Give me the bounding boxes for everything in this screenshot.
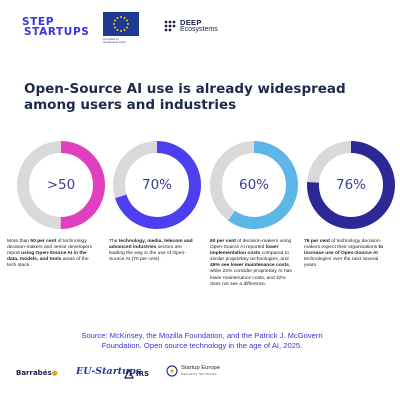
donut-3-label: 60% <box>238 177 269 193</box>
donut-chart-1: >50 <box>16 140 106 230</box>
donut-4-arc <box>307 141 395 229</box>
description-2-run-3: sectors are leading the way in the use o… <box>109 245 186 263</box>
description-4-run-4: technologies over the next several years… <box>304 257 379 269</box>
donut-chart-4: 76% <box>306 140 396 230</box>
deep-logo-line2: Ecosystems <box>180 26 218 33</box>
description-1-run-5: areas of the tech stack. <box>7 257 89 269</box>
step-startups-logo-line1: STEP <box>22 16 54 28</box>
startup-europe-line1: Startup Europe <box>181 365 220 371</box>
donut-3-svg <box>210 141 298 229</box>
description-1-run-3: of technology decision-makers and senior… <box>7 239 93 257</box>
description-3-run-4: compared to similar proprietary technolo… <box>210 251 289 263</box>
description-3-run-5: 46% see lower maintenance costs <box>210 263 289 269</box>
description-3-run-3: lower implementation costs <box>210 245 279 257</box>
eu-caption: Co-funded by the European Union <box>103 38 139 44</box>
eu-cofunded-logo: Co-funded by the European Union <box>103 12 139 44</box>
deep-ecosystems-logo: DEEP Ecosystems <box>164 19 218 33</box>
description-3-run-2: of decision-makers using Open-Source AI … <box>210 239 292 251</box>
startup-europe-logo: Startup Europe REGIONS NETWORK <box>166 365 220 377</box>
description-1-run-1: More than <box>7 239 31 244</box>
description-4-run-2: of technology decision-makers expect the… <box>304 239 382 251</box>
deep-logo-line1: DEEP <box>180 18 202 27</box>
description-4-run-3: to increase use of Open-Source AI <box>304 245 384 257</box>
donut-2-label: 70% <box>141 177 172 193</box>
donut-1-label: >50 <box>46 177 76 193</box>
barrabes-logo-text: Barrabés <box>16 369 52 377</box>
description-2-run-2: technology, media, telecom and advanced … <box>109 239 193 251</box>
donut-1-arc <box>17 141 105 229</box>
description-1-run-4: using Open-Source AI in the data, models… <box>7 251 87 263</box>
donut-4-description: 76 per cent of technology decision-maker… <box>304 239 390 269</box>
deep-dots-icon <box>164 20 176 32</box>
description-3-run-6: , while 22% consider proprietary AI has … <box>210 263 292 287</box>
step-startups-logo-line2: STARTUPS <box>24 26 90 38</box>
donut-3-description: 60 per cent of decision-makers using Ope… <box>210 239 296 288</box>
description-3-run-1: 60 per cent <box>210 239 236 244</box>
donut-chart-3: 60% <box>209 140 299 230</box>
description-4-run-1: 76 per cent <box>304 239 330 244</box>
donut-1-svg <box>17 141 105 229</box>
startup-europe-mark-icon <box>166 365 178 377</box>
donut-3-arc <box>210 141 298 229</box>
page-title: Open-Source AI use is already widespread… <box>24 81 346 113</box>
donut-chart-2: 70% <box>112 140 202 230</box>
description-1-run-2: 50 per cent <box>30 239 57 244</box>
donut-1-description: More than 50 per cent of technology deci… <box>7 239 93 269</box>
source-citation: Source: McKinsey, the Mozilla Foundation… <box>81 331 323 350</box>
eu-flag-icon <box>103 12 139 36</box>
eu-caption-line1: Co-funded by <box>103 38 119 41</box>
donut-2-svg <box>113 141 201 229</box>
eu-stars-icon <box>113 16 129 32</box>
step-startups-logo: STEP STARTUPS <box>22 16 90 38</box>
description-2-run-1: The <box>109 239 119 244</box>
barrabes-dot-icon: ● <box>51 369 58 377</box>
irs-logo: IRS <box>136 370 150 378</box>
barrabes-logo: Barrabés● <box>16 369 58 377</box>
donut-2-description: The technology, media, telecom and advan… <box>109 239 195 263</box>
donut-4-label: 76% <box>335 177 366 193</box>
donut-2-arc <box>113 141 201 229</box>
eu-startups-logo: EU-Startups <box>76 366 141 377</box>
eu-caption-line2: the European Union <box>103 41 127 44</box>
donut-4-svg <box>307 141 395 229</box>
startup-europe-line2: REGIONS NETWORK <box>181 372 218 376</box>
irs-mark-icon <box>124 369 134 379</box>
